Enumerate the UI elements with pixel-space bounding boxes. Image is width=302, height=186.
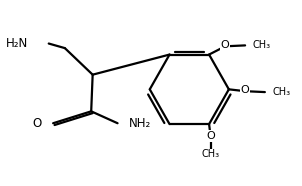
Text: CH₃: CH₃ xyxy=(201,149,220,159)
Text: O: O xyxy=(221,40,230,50)
Text: CH₃: CH₃ xyxy=(252,40,271,50)
Text: NH₂: NH₂ xyxy=(129,117,152,130)
Text: O: O xyxy=(206,131,215,141)
Text: H₂N: H₂N xyxy=(5,37,28,50)
Text: O: O xyxy=(241,85,249,95)
Text: O: O xyxy=(32,117,41,130)
Text: CH₃: CH₃ xyxy=(272,87,290,97)
